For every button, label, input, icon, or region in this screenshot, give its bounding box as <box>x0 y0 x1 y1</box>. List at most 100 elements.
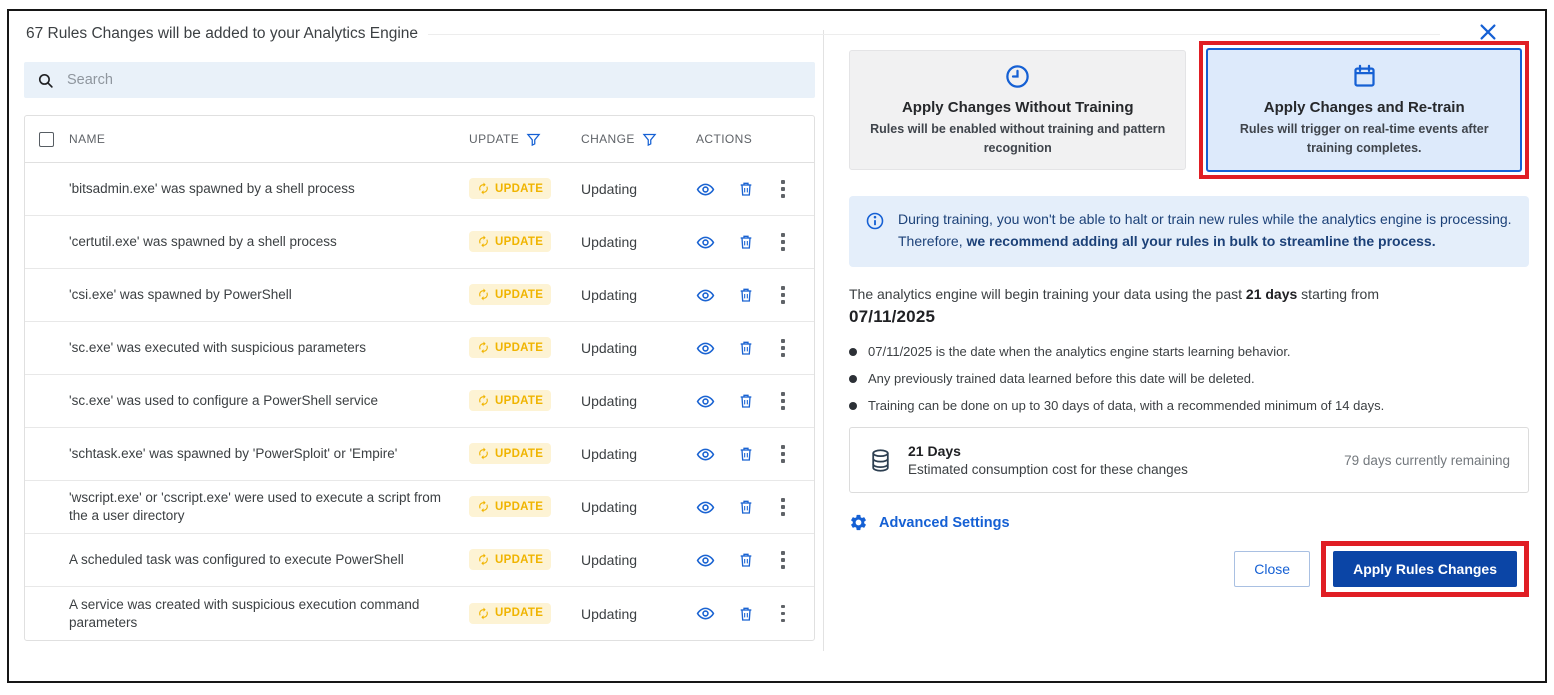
more-options-icon[interactable] <box>777 603 789 625</box>
update-badge-label: UPDATE <box>495 235 544 248</box>
more-options-icon[interactable] <box>777 284 789 306</box>
days-remaining: 79 days currently remaining <box>1344 452 1510 468</box>
change-status: Updating <box>581 393 638 409</box>
more-options-icon[interactable] <box>777 443 789 465</box>
column-label: NAME <box>69 132 106 146</box>
bullet-item: Any previously trained data learned befo… <box>849 371 1529 386</box>
update-badge: UPDATE <box>469 549 552 570</box>
more-options-icon[interactable] <box>777 496 789 518</box>
rule-name: 'bitsadmin.exe' was spawned by a shell p… <box>69 181 355 197</box>
update-badge: UPDATE <box>469 602 552 624</box>
close-icon[interactable] <box>1477 21 1501 45</box>
annotation-box-apply-button: Apply Rules Changes <box>1321 541 1529 598</box>
consumption-days: 21 Days <box>908 443 961 460</box>
column-header-change[interactable]: CHANGE <box>581 132 684 147</box>
delete-icon[interactable] <box>738 286 754 304</box>
delete-icon[interactable] <box>738 392 754 410</box>
change-status: Updating <box>581 181 638 197</box>
view-icon[interactable] <box>696 180 715 199</box>
card-description: Rules will trigger on real-time events a… <box>1239 121 1489 155</box>
table-row[interactable]: 'schtask.exe' was spawned by 'PowerSploi… <box>25 428 814 481</box>
column-header-actions: ACTIONS <box>684 132 814 146</box>
apply-rules-changes-button[interactable]: Apply Rules Changes <box>1333 551 1517 588</box>
column-header-update[interactable]: UPDATE <box>469 132 581 147</box>
consumption-cost-box: 21 Days Estimated consumption cost for t… <box>849 427 1529 494</box>
training-intro-suffix: starting from <box>1297 286 1379 303</box>
rule-name: 'sc.exe' was executed with suspicious pa… <box>69 340 367 356</box>
close-button[interactable]: Close <box>1234 551 1311 588</box>
table-row[interactable]: 'wscript.exe' or 'cscript.exe' were used… <box>25 481 814 534</box>
advanced-settings-label: Advanced Settings <box>879 514 1010 531</box>
sync-icon <box>477 553 490 566</box>
sync-icon <box>477 288 490 301</box>
change-status: Updating <box>581 340 638 356</box>
apply-and-retrain-card[interactable]: Apply Changes and Re-train Rules will tr… <box>1206 48 1522 172</box>
apply-without-training-card[interactable]: Apply Changes Without Training Rules wil… <box>849 49 1187 171</box>
advanced-settings-link[interactable]: Advanced Settings <box>849 513 1010 532</box>
dialog-header: 67 Rules Changes will be added to your A… <box>26 25 1440 43</box>
view-icon[interactable] <box>696 392 715 411</box>
view-icon[interactable] <box>696 339 715 358</box>
change-status: Updating <box>581 605 638 622</box>
update-badge-label: UPDATE <box>495 288 544 301</box>
table-row[interactable]: 'csi.exe' was spawned by PowerShell UPDA… <box>25 269 814 322</box>
table-row[interactable]: 'certutil.exe' was spawned by a shell pr… <box>25 216 814 269</box>
card-title: Apply Changes and Re-train <box>1263 98 1465 116</box>
change-status: Updating <box>581 234 638 250</box>
bullet-item: 07/11/2025 is the date when the analytic… <box>849 344 1529 359</box>
filter-icon[interactable] <box>642 132 657 147</box>
bullet-dot-icon <box>849 347 857 356</box>
view-icon[interactable] <box>696 551 715 570</box>
delete-icon[interactable] <box>738 233 754 251</box>
rule-name: 'wscript.exe' or 'cscript.exe' were used… <box>69 490 441 523</box>
select-all-checkbox[interactable] <box>39 131 54 147</box>
more-options-icon[interactable] <box>777 231 789 253</box>
column-header-name[interactable]: NAME <box>69 132 469 146</box>
delete-icon[interactable] <box>738 605 754 623</box>
more-options-icon[interactable] <box>777 549 789 571</box>
update-badge-label: UPDATE <box>495 394 544 407</box>
table-row[interactable]: 'bitsadmin.exe' was spawned by a shell p… <box>25 163 814 216</box>
column-label: ACTIONS <box>696 132 753 146</box>
more-options-icon[interactable] <box>777 337 789 359</box>
update-cell: UPDATE <box>469 602 581 625</box>
table-row[interactable]: A scheduled task was configured to execu… <box>25 534 814 587</box>
rule-name: 'csi.exe' was spawned by PowerShell <box>69 287 292 303</box>
view-icon[interactable] <box>696 604 715 623</box>
delete-icon[interactable] <box>738 180 754 198</box>
delete-icon[interactable] <box>738 445 754 463</box>
update-cell: UPDATE <box>469 496 581 518</box>
more-options-icon[interactable] <box>777 178 789 200</box>
update-cell: UPDATE <box>469 390 581 412</box>
table-row[interactable]: 'sc.exe' was used to configure a PowerSh… <box>25 375 814 428</box>
annotation-box-retrain-card: Apply Changes and Re-train Rules will tr… <box>1199 41 1529 179</box>
table-row[interactable]: 'sc.exe' was executed with suspicious pa… <box>25 322 814 375</box>
more-options-icon[interactable] <box>777 390 789 412</box>
view-icon[interactable] <box>696 233 715 252</box>
info-text-bold: we recommend adding all your rules in bu… <box>966 232 1436 249</box>
delete-icon[interactable] <box>738 339 754 357</box>
filter-icon[interactable] <box>526 132 541 147</box>
search-bar[interactable] <box>24 62 815 98</box>
view-icon[interactable] <box>696 286 715 305</box>
sync-icon <box>477 447 490 460</box>
view-icon[interactable] <box>696 445 715 464</box>
update-badge-label: UPDATE <box>495 447 544 460</box>
change-status: Updating <box>581 446 638 462</box>
column-label: CHANGE <box>581 132 635 146</box>
update-badge-label: UPDATE <box>495 500 544 513</box>
update-cell: UPDATE <box>469 549 581 571</box>
table-row[interactable]: A service was created with suspicious ex… <box>25 587 814 640</box>
change-status: Updating <box>581 287 638 303</box>
view-icon[interactable] <box>696 498 715 517</box>
sync-icon <box>477 182 490 195</box>
delete-icon[interactable] <box>738 498 754 516</box>
search-icon <box>37 72 54 89</box>
gear-icon <box>849 513 868 532</box>
dialog-body: NAME UPDATE CHANGE <box>9 11 1545 681</box>
row-actions <box>684 496 814 518</box>
search-input[interactable] <box>67 72 802 88</box>
update-badge: UPDATE <box>469 390 552 411</box>
sync-icon <box>477 235 490 248</box>
delete-icon[interactable] <box>738 551 754 569</box>
